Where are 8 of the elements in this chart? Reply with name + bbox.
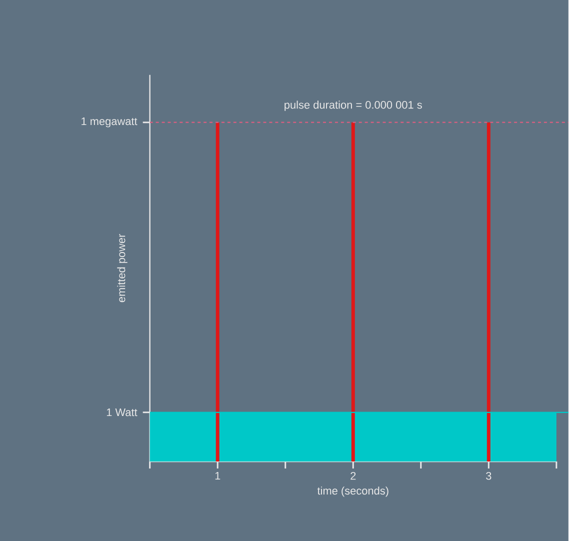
ref-line-label: 1 megawatt: [82, 117, 138, 128]
x-tick-label: 1: [215, 472, 220, 480]
x-tick-label: 3: [486, 472, 492, 480]
text: pulse duration = 0.000 001 s: [284, 100, 422, 111]
x-tick-label: 2: [350, 472, 356, 480]
y-axis-title: emitted power: [117, 234, 128, 302]
x-axis-title: time (seconds): [317, 486, 388, 497]
ref-line-label: 1 Watt: [106, 408, 138, 416]
